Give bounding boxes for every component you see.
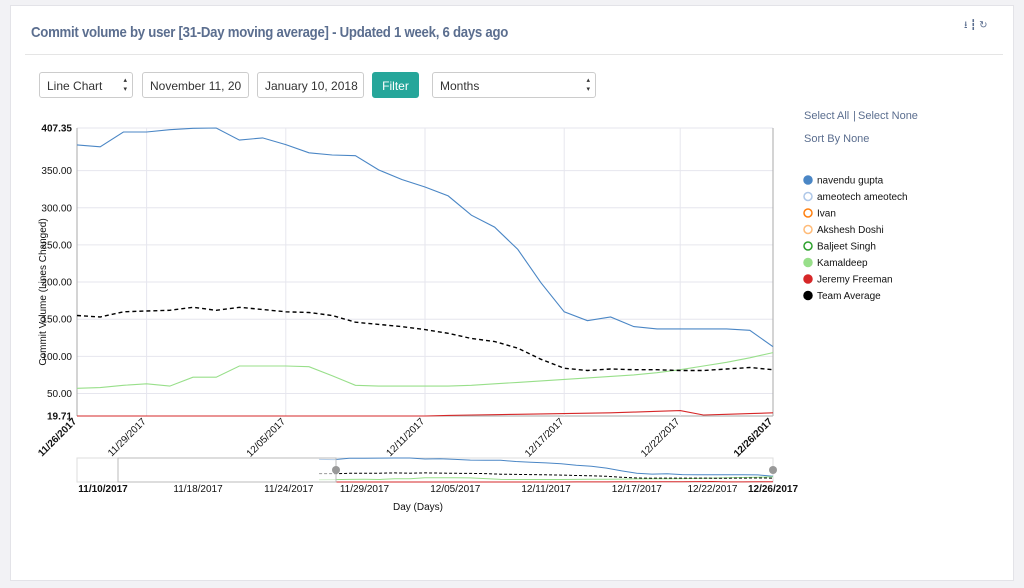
separator: | <box>853 110 856 122</box>
filter-button[interactable]: Filter <box>372 72 419 98</box>
y-tick-label: 19.71 <box>47 412 72 423</box>
title: Commit volume by user [31-Day moving ave… <box>31 24 509 41</box>
x-tick-label: 12/05/2017 <box>245 416 288 459</box>
select-none[interactable]: Select None <box>858 110 918 122</box>
panel: Commit volume by user [31-Day moving ave… <box>10 5 1014 581</box>
legend-marker[interactable] <box>803 191 813 202</box>
series-line <box>76 127 774 348</box>
legend-marker[interactable] <box>803 257 813 268</box>
legend-label[interactable]: ameotech ameotech <box>817 192 908 203</box>
y-tick-label: 407.35 <box>41 124 72 135</box>
y-axis-label: Commit Volume (Lines Changed) <box>38 218 49 365</box>
legend-label[interactable]: Jeremy Freeman <box>817 275 893 286</box>
legend-label[interactable]: Team Average <box>817 291 881 302</box>
series-line <box>76 352 774 389</box>
y-tick-label: 300.00 <box>41 203 72 214</box>
legend-marker[interactable] <box>803 175 813 185</box>
navigator-line <box>319 480 774 483</box>
navigator-window <box>117 457 337 483</box>
navigator-tick-label: 12/17/2017 <box>612 484 662 495</box>
series-line <box>77 410 774 417</box>
start-date-input[interactable]: November 11, 20 <box>142 72 249 98</box>
y-tick-label: 150.00 <box>41 315 72 326</box>
legend-label[interactable]: Akshesh Doshi <box>817 225 884 236</box>
chart-type-select[interactable]: Line Chart <box>39 72 133 98</box>
legend-marker[interactable] <box>803 241 813 251</box>
x-tick-label: 12/22/2017 <box>639 416 682 459</box>
navigator-tick-label: 11/29/2017 <box>340 484 390 495</box>
navigator-tick-label: 11/24/2017 <box>264 484 314 495</box>
y-tick-label: 100.00 <box>41 352 72 363</box>
y-tick-label: 350.00 <box>41 166 72 177</box>
x-tick-label: 11/29/2017 <box>106 416 149 459</box>
legend-marker[interactable] <box>803 274 813 284</box>
legend-label[interactable]: Baljeet Singh <box>817 242 876 253</box>
y-tick-label: 250.00 <box>41 240 72 251</box>
navigator-line <box>319 472 774 479</box>
x-axis-label: Day (Days) <box>393 502 443 513</box>
x-tick-label: 12/26/2017 <box>732 416 775 459</box>
navigator-tick-label: 12/22/2017 <box>687 484 737 495</box>
series-line <box>76 306 774 372</box>
divider <box>25 54 1003 55</box>
x-tick-label: 12/17/2017 <box>523 416 566 459</box>
navigator-tick-label: 11/18/2017 <box>173 484 223 495</box>
y-tick-label: 200.00 <box>41 278 72 289</box>
x-tick-label: 12/11/2017 <box>384 416 427 459</box>
navigator-line <box>319 457 774 477</box>
navigator-tick-label: 12/11/2017 <box>521 484 571 495</box>
navigator-tick-label: 11/10/2017 <box>78 484 128 495</box>
navigator-tick-label: 12/05/2017 <box>430 484 480 495</box>
navigator-handle <box>332 466 340 474</box>
legend-marker[interactable] <box>803 290 813 301</box>
sort-by[interactable]: Sort By None <box>804 133 870 145</box>
toolbar-icons[interactable]: ⭳ ┇ ↻ <box>964 20 988 31</box>
navigator-tick-label: 12/26/2017 <box>748 484 798 495</box>
period-select[interactable]: Months <box>432 72 596 98</box>
y-tick-label: 50.00 <box>47 389 72 400</box>
end-date-input[interactable]: January 10, 2018 <box>257 72 364 98</box>
legend-label[interactable]: navendu gupta <box>817 176 884 187</box>
legend-marker[interactable] <box>803 208 813 218</box>
navigator-handle <box>769 466 777 474</box>
legend-label[interactable]: Ivan <box>817 209 836 220</box>
navigator-line <box>319 476 774 481</box>
select-all[interactable]: Select All <box>804 110 850 122</box>
legend-marker[interactable] <box>803 224 813 235</box>
legend-label[interactable]: Kamaldeep <box>817 258 868 269</box>
